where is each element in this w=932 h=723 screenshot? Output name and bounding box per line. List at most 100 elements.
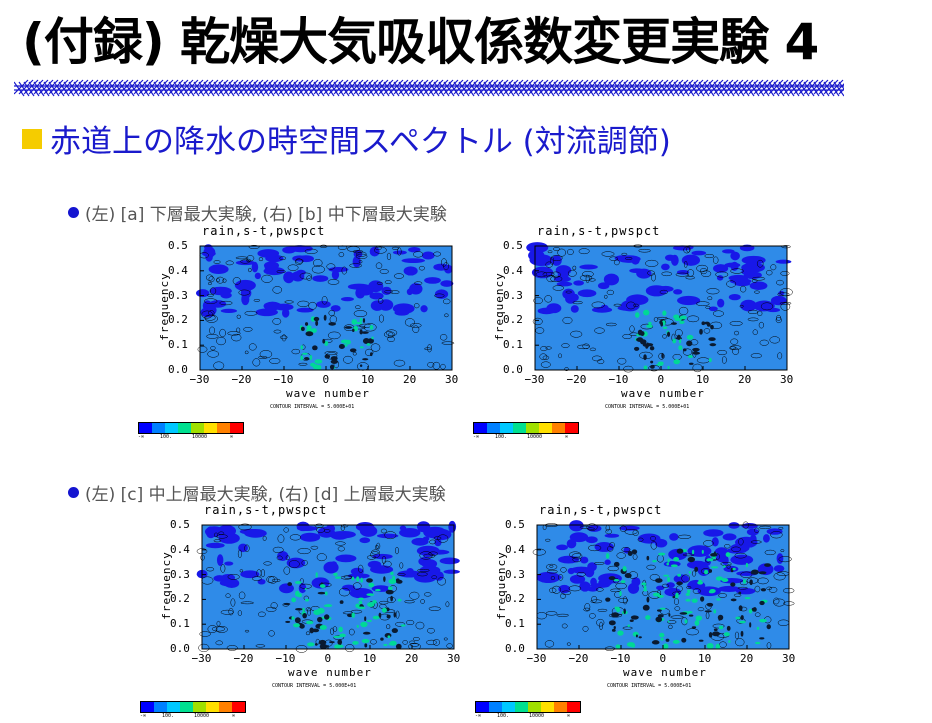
low-power-patch [740,299,757,312]
contour-line [248,343,257,351]
contour-line [545,261,553,268]
low-power-patch [722,533,737,541]
high-power-spot [317,607,325,614]
contour-line [349,263,363,268]
contour-line [279,256,287,261]
contour-line [544,640,555,648]
low-power-patch [443,569,460,574]
high-power-spot [692,347,700,352]
low-power-patch [422,552,434,558]
high-power-spot [378,612,382,619]
low-power-patch [577,289,597,298]
contour-line [735,638,745,647]
high-power-spot [613,579,620,582]
contour-line [703,328,711,334]
y-tick-label: 0.2 [503,313,523,327]
contour-line [549,587,557,594]
high-power-spot [330,356,338,361]
square-bullet-icon [22,128,42,149]
high-power-spot [319,584,326,589]
contour-line [651,273,656,282]
high-power-spot [302,607,305,612]
high-power-spot [642,604,650,611]
low-power-patch [333,531,356,539]
high-power-spot [656,609,662,612]
high-power-spot [667,558,670,563]
contour-line [545,346,552,350]
contour-line [287,264,299,271]
colorbar-swatch [513,423,526,433]
low-power-patch [430,528,452,541]
contour-line [299,578,304,584]
low-power-patch [762,534,770,543]
contour-line [754,585,761,593]
contour-line [730,268,744,274]
contour-line [712,310,724,317]
high-power-spot [304,587,307,591]
x-tick-label: 30 [445,373,459,386]
contour-line [618,597,629,603]
high-power-spot [756,626,760,630]
low-power-patch [594,541,614,552]
high-power-spot [645,615,651,620]
high-power-spot [686,334,694,340]
contour-line [397,573,406,576]
contour-line [549,565,554,568]
contour-line [442,298,451,305]
high-power-spot [368,582,375,588]
low-power-patch [597,282,610,290]
x-tick-label: −10 [608,373,629,386]
high-power-spot [760,588,767,592]
high-power-spot [309,354,313,361]
contour-line [337,546,345,552]
high-power-spot [740,630,744,637]
colorbar-swatch [180,702,193,712]
high-power-spot [611,628,616,632]
contour-line [607,565,619,572]
contour-line [550,275,563,283]
high-power-spot [631,549,638,555]
high-power-spot [706,558,714,562]
low-power-patch [716,275,724,281]
contour-line [213,539,222,543]
contour-line [232,277,241,285]
contour-line [206,567,215,572]
contour-line [291,348,301,355]
high-power-spot [305,331,314,337]
low-power-patch [570,566,593,574]
high-power-spot [673,359,681,365]
contour-line [446,643,453,649]
contour-line [562,316,573,324]
colorbar-swatch [141,702,154,712]
high-power-spot [704,610,712,613]
high-power-spot [608,620,616,626]
spectrum-plot [532,520,795,651]
spectrum-panel-c: rain,s-t,pwspct 0.0 0.1 0.2 0.3 0.4 0.5 −30 −20 −… [140,503,512,723]
contour-line [607,545,614,552]
contour-line [259,350,273,359]
contour-line [384,531,397,540]
bullet-dot-icon [68,207,79,218]
high-power-spot [339,600,344,604]
contour-line [770,264,777,271]
contour-line [327,279,340,285]
high-power-spot [344,326,353,329]
contour-line [201,310,213,319]
low-power-patch [328,267,349,273]
caption-text: (左) [a] 下層最大実験, (右) [b] 中下層最大実験 [85,205,447,225]
high-power-spot [629,619,634,623]
high-power-spot [283,602,291,606]
high-power-spot [324,354,331,359]
contour-line [429,539,436,545]
contour-line [681,574,690,583]
contour-line [629,325,635,333]
contour-line [751,276,766,281]
x-tick-label: 20 [740,652,754,665]
colorbar-label: ∞ [232,713,236,719]
contour-line [754,527,760,533]
high-power-spot [299,623,305,629]
high-power-spot [293,623,300,628]
high-power-spot [358,597,364,601]
contour-line [363,323,377,332]
contour-line [754,612,761,617]
